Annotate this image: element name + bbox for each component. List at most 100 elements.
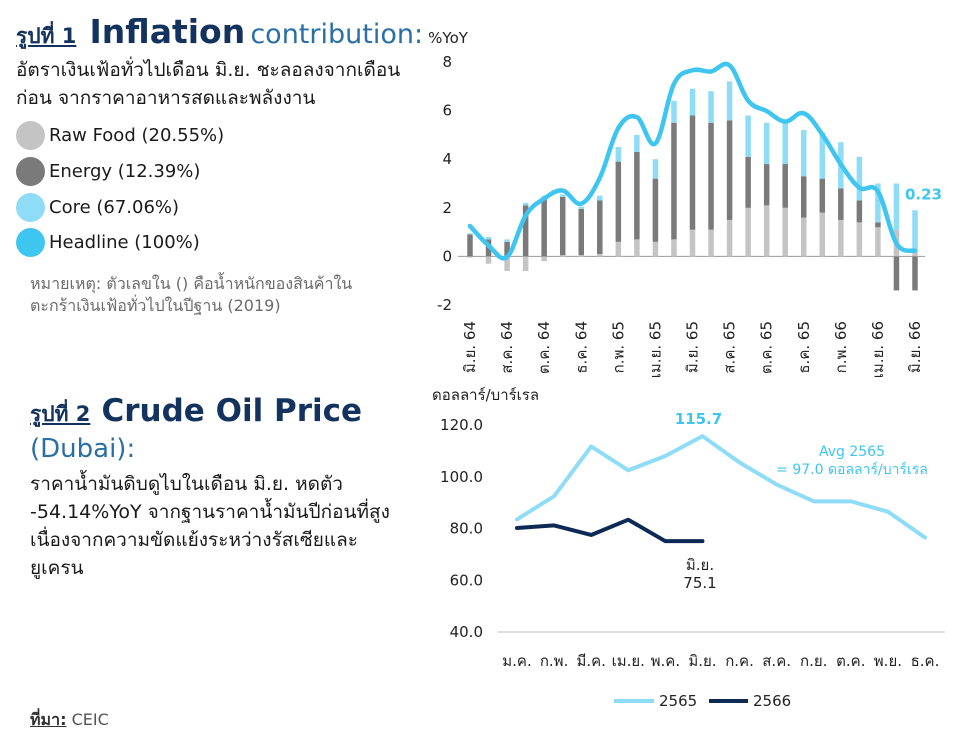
y-tick-label: 6	[442, 102, 452, 120]
bar-segment-core	[689, 88, 696, 116]
bar-segment-core	[504, 239, 510, 242]
bar-segment-energy	[652, 178, 659, 242]
legend-label: Core (67.06%)	[49, 197, 180, 218]
figure2-subtitle: (Dubai):	[30, 434, 136, 464]
crude-oil-price-chart: ดอลลาร์/บาร์เรล 40.0 60.0 80.0 100.0 120.0 ม.ค…	[432, 386, 945, 710]
x-tick-label: มิ.ย. 65	[684, 321, 702, 373]
figure1-unit: %YoY	[428, 29, 468, 47]
x-tick-label: เม.ย. 65	[646, 321, 664, 378]
bar-segment-core	[652, 159, 659, 179]
headline-line	[467, 61, 918, 261]
inflation-contribution-chart: -2 0 2 4 6 8 0.23 มิ.ย. 64 ส.ค. 64 ต.ค. 64 ธ.ค. 64…	[437, 53, 942, 378]
bar-segment-raw-food	[652, 241, 659, 257]
bar-segment-energy	[504, 241, 510, 257]
legend-item-raw-food: Raw Food (20.55%)	[16, 121, 224, 150]
bar-segment-raw-food	[763, 205, 770, 257]
legend-item-energy: Energy (12.39%)	[16, 157, 200, 186]
legend-swatch	[16, 228, 45, 257]
bar-segment-energy	[875, 222, 881, 228]
bar-segment-raw-food	[745, 207, 751, 257]
series-line-2566	[515, 517, 705, 544]
bar-segment-core	[578, 206, 584, 210]
x-tick-label: ก.ย.	[800, 652, 827, 670]
bar-segment-core	[467, 233, 473, 235]
bar-segment-raw-food	[541, 256, 547, 262]
x-tick-label: ต.ค. 65	[758, 321, 776, 374]
y-tick-label: 4	[442, 150, 452, 168]
y-tick-label: 80.0	[450, 520, 483, 538]
bar-segment-core	[615, 147, 622, 162]
legend-swatch	[16, 157, 45, 186]
figure1-header: รูปที่ 1 Inflation contribution: %YoY	[16, 12, 468, 53]
bar-segment-raw-food	[689, 229, 696, 257]
x-tick-label: ม.ค.	[502, 652, 531, 670]
bar-segment-core	[745, 115, 751, 157]
bar-segment-energy	[912, 256, 918, 291]
bar-segment-raw-food	[485, 256, 492, 264]
bar-segment-raw-food	[578, 255, 584, 257]
figure2-header: รูปที่ 2 Crude Oil Price	[30, 393, 362, 431]
avg-label: Avg 2565	[819, 444, 885, 460]
x-tick-label: ส.ค. 65	[721, 321, 739, 374]
bar-segment-raw-food	[875, 227, 881, 257]
x-tick-label: มิ.ย. 66	[906, 321, 924, 373]
bar-segment-energy	[745, 156, 751, 208]
bar-segment-energy	[819, 178, 826, 213]
bar-segment-core	[912, 210, 918, 250]
bar-segment-raw-food	[801, 217, 807, 257]
source-label: ที่มา:	[30, 710, 67, 729]
series-line-2565	[515, 434, 927, 540]
x-tick-label: ก.พ. 66	[832, 321, 850, 373]
bar-segment-energy	[782, 164, 788, 208]
legend-label: Headline (100%)	[49, 232, 200, 253]
bar-segment-raw-food	[782, 207, 788, 257]
end-month-label: มิ.ย.	[686, 556, 714, 574]
bar-segment-core	[819, 132, 826, 179]
bar-segment-raw-food	[522, 256, 529, 271]
bar-segment-energy	[467, 234, 473, 257]
bar-segment-core	[856, 156, 863, 201]
bar-segment-core	[782, 120, 788, 165]
y-tick-label: 2	[442, 199, 452, 217]
figure1-label: รูปที่ 1	[16, 24, 77, 48]
bar-segment-energy	[763, 164, 770, 206]
figure2-desc-line: ยูเครน	[30, 557, 84, 579]
figure1-subtitle: contribution:	[250, 19, 424, 50]
bar-segment-core	[597, 195, 603, 201]
bar-segment-energy	[856, 200, 863, 223]
figure1-note: หมายเหตุ: ตัวเลขใน () คือน้ำหนักของสินค้…	[30, 273, 420, 317]
x-tick-label: ส.ค. 64	[498, 321, 516, 374]
bar-segment-energy	[671, 122, 677, 240]
peak-value-label: 115.7	[675, 410, 722, 428]
figure1-desc-line: ก่อน จากราคาอาหารสดและพลังงาน	[16, 87, 316, 109]
x-tick-label: ธ.ค.	[911, 652, 940, 670]
bar-segment-raw-food	[615, 241, 622, 257]
avg-label: = 97.0 ดอลลาร์/บาร์เรล	[776, 461, 928, 478]
bar-segment-raw-food	[634, 239, 640, 257]
source-value: CEIC	[71, 710, 109, 729]
bar-segment-raw-food	[597, 253, 603, 257]
bar-segment-raw-food	[467, 256, 473, 258]
bar-segment-core	[763, 122, 770, 165]
figure2-desc-line: ราคาน้ำมันดิบดูไบในเดือน มิ.ย. หดตัว	[30, 473, 343, 495]
bar-segment-raw-food	[708, 229, 714, 257]
bar-segment-energy	[838, 188, 844, 220]
figure2-label: รูปที่ 2	[30, 402, 91, 426]
x-tick-label: มี.ค.	[576, 652, 605, 670]
bar-segment-raw-food	[671, 239, 677, 257]
figure1-title: Inflation	[89, 12, 246, 51]
bar-segment-core	[671, 100, 677, 123]
x-tick-label: ก.ค.	[725, 652, 754, 670]
legend-item-core: Core (67.06%)	[16, 193, 179, 222]
y-tick-label: 40.0	[450, 623, 483, 641]
bar-segment-core	[634, 134, 640, 152]
bar-segment-raw-food	[819, 212, 826, 257]
x-tick-label: ต.ค.	[836, 652, 865, 670]
bar-segment-core	[801, 130, 807, 177]
bar-segment-energy	[726, 120, 733, 220]
figure2-desc-line: เนื่องจากความขัดแย้งระหว่างรัสเซียและ	[30, 529, 359, 551]
bar-segment-raw-food	[838, 219, 844, 257]
bar-segment-core	[559, 194, 566, 197]
bar-segment-core	[875, 183, 881, 223]
figure2-description: ราคาน้ำมันดิบดูไบในเดือน มิ.ย. หดตัว -54…	[30, 470, 430, 582]
